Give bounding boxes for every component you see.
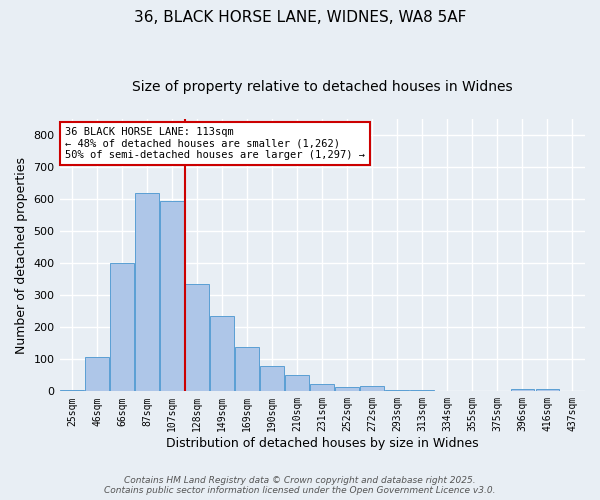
Text: 36 BLACK HORSE LANE: 113sqm
← 48% of detached houses are smaller (1,262)
50% of : 36 BLACK HORSE LANE: 113sqm ← 48% of det… (65, 127, 365, 160)
Bar (160, 200, 184, 392)
Bar (511, 389, 535, 392)
Bar (385, 390, 409, 392)
Text: 36, BLACK HORSE LANE, WIDNES, WA8 5AF: 36, BLACK HORSE LANE, WIDNES, WA8 5AF (134, 10, 466, 25)
X-axis label: Distribution of detached houses by size in Widnes: Distribution of detached houses by size … (166, 437, 479, 450)
Bar (210, 316, 234, 392)
Bar (185, 284, 209, 392)
Bar (310, 384, 334, 392)
Title: Size of property relative to detached houses in Widnes: Size of property relative to detached ho… (132, 80, 512, 94)
Text: Contains HM Land Registry data © Crown copyright and database right 2025.
Contai: Contains HM Land Registry data © Crown c… (104, 476, 496, 495)
Bar (536, 389, 559, 392)
Bar (110, 263, 134, 392)
Bar (410, 390, 434, 392)
Bar (85, 357, 109, 392)
Bar (135, 192, 159, 392)
Bar (260, 366, 284, 392)
Y-axis label: Number of detached properties: Number of detached properties (15, 156, 28, 354)
Bar (235, 347, 259, 392)
Bar (60, 390, 84, 392)
Bar (361, 386, 384, 392)
Bar (286, 376, 309, 392)
Bar (335, 386, 359, 392)
